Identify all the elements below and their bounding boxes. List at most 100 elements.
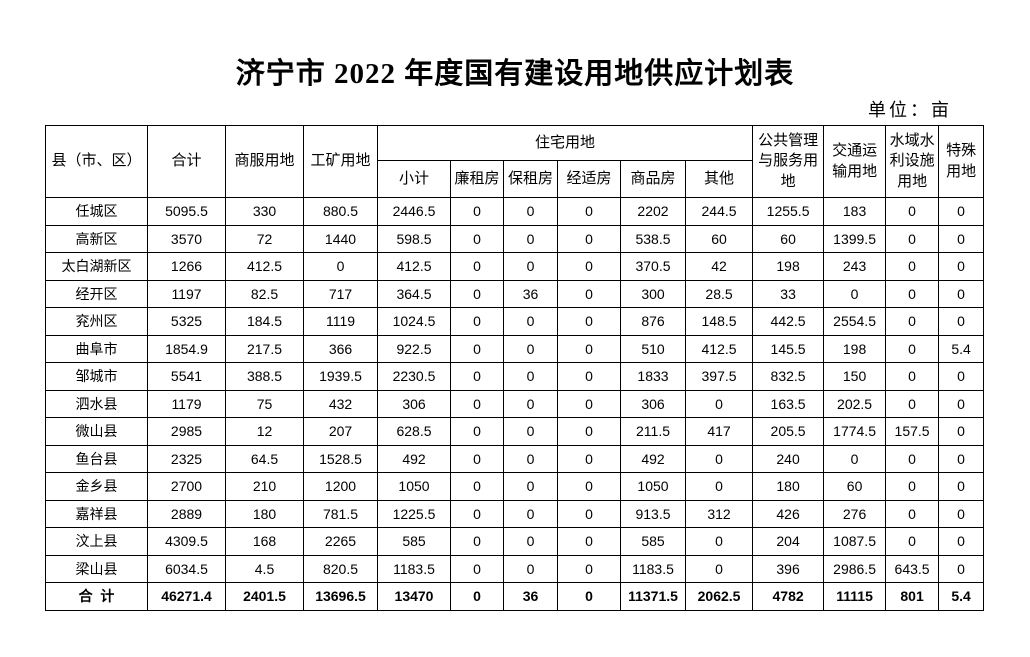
cell: 1119 bbox=[303, 307, 378, 336]
cell: 梁山县 bbox=[45, 554, 148, 583]
cell: 412.5 bbox=[225, 252, 304, 281]
cell: 880.5 bbox=[303, 197, 378, 226]
cell: 157.5 bbox=[885, 417, 940, 446]
cell: 13470 bbox=[377, 582, 451, 611]
cell: 217.5 bbox=[225, 334, 304, 363]
cell: 0 bbox=[450, 307, 504, 336]
cell: 0 bbox=[885, 279, 940, 308]
header-cell: 合计 bbox=[147, 125, 226, 198]
cell: 1050 bbox=[620, 472, 686, 501]
header-cell: 特殊用地 bbox=[938, 125, 985, 198]
data-row: 太白湖新区 1266 412.5 0 412.5 0 0 0 370.5 42 198 243 0 0 bbox=[45, 252, 985, 281]
cell: 0 bbox=[503, 197, 558, 226]
cell: 492 bbox=[377, 444, 451, 473]
data-row: 金乡县 2700 210 1200 1050 0 0 0 1050 0 180 60 0 0 bbox=[45, 472, 985, 501]
cell: 366 bbox=[303, 334, 378, 363]
cell: 1050 bbox=[377, 472, 451, 501]
cell: 75 bbox=[225, 389, 304, 418]
land-supply-table: 县（市、区） 合计 商服用地 工矿用地 住宅用地 公共管理与服务用地 交通运输用… bbox=[45, 125, 985, 611]
cell: 36 bbox=[503, 279, 558, 308]
cell: 1197 bbox=[147, 279, 226, 308]
cell: 5325 bbox=[147, 307, 226, 336]
cell: 11371.5 bbox=[620, 582, 686, 611]
cell: 4309.5 bbox=[147, 527, 226, 556]
cell: 240 bbox=[752, 444, 825, 473]
cell: 0 bbox=[885, 334, 940, 363]
cell: 1854.9 bbox=[147, 334, 226, 363]
cell: 801 bbox=[885, 582, 940, 611]
cell: 312 bbox=[684, 499, 754, 528]
cell: 0 bbox=[303, 252, 378, 281]
cell: 0 bbox=[557, 444, 621, 473]
cell: 合 计 bbox=[45, 582, 148, 611]
cell: 0 bbox=[885, 499, 940, 528]
cell: 0 bbox=[557, 389, 621, 418]
header-row: 小计 廉租房 保租房 经适房 商品房 其他 bbox=[46, 160, 984, 198]
cell: 922.5 bbox=[377, 334, 451, 363]
cell: 2985 bbox=[147, 417, 226, 446]
cell: 0 bbox=[503, 252, 558, 281]
cell: 60 bbox=[823, 472, 887, 501]
cell: 1179 bbox=[147, 389, 226, 418]
cell: 金乡县 bbox=[45, 472, 148, 501]
cell: 5095.5 bbox=[147, 197, 226, 226]
cell: 163.5 bbox=[752, 389, 825, 418]
cell: 33 bbox=[752, 279, 825, 308]
cell: 6034.5 bbox=[147, 554, 226, 583]
cell: 145.5 bbox=[752, 334, 825, 363]
cell: 1440 bbox=[303, 224, 378, 253]
cell: 2062.5 bbox=[684, 582, 754, 611]
cell: 60 bbox=[752, 224, 825, 253]
cell: 0 bbox=[450, 389, 504, 418]
cell: 0 bbox=[885, 472, 940, 501]
data-row: 鱼台县 2325 64.5 1528.5 492 0 0 0 492 0 240 0 0 0 bbox=[45, 444, 985, 473]
cell: 0 bbox=[450, 279, 504, 308]
cell: 1024.5 bbox=[377, 307, 451, 336]
header-cell: 县（市、区） bbox=[45, 125, 148, 198]
cell: 0 bbox=[938, 444, 985, 473]
cell: 781.5 bbox=[303, 499, 378, 528]
cell: 0 bbox=[938, 554, 985, 583]
cell: 426 bbox=[752, 499, 825, 528]
cell: 0 bbox=[885, 307, 940, 336]
cell: 1200 bbox=[303, 472, 378, 501]
cell: 42 bbox=[684, 252, 754, 281]
cell: 276 bbox=[823, 499, 887, 528]
cell: 4782 bbox=[752, 582, 825, 611]
cell: 0 bbox=[885, 224, 940, 253]
cell: 0 bbox=[503, 417, 558, 446]
cell: 207 bbox=[303, 417, 378, 446]
cell: 0 bbox=[450, 582, 504, 611]
cell: 204 bbox=[752, 527, 825, 556]
cell: 0 bbox=[557, 279, 621, 308]
cell: 211.5 bbox=[620, 417, 686, 446]
cell: 243 bbox=[823, 252, 887, 281]
cell: 鱼台县 bbox=[45, 444, 148, 473]
cell: 0 bbox=[450, 252, 504, 281]
cell: 1399.5 bbox=[823, 224, 887, 253]
cell: 510 bbox=[620, 334, 686, 363]
cell: 300 bbox=[620, 279, 686, 308]
cell: 5.4 bbox=[938, 582, 985, 611]
cell: 0 bbox=[684, 472, 754, 501]
header-cell: 其他 bbox=[684, 160, 754, 198]
cell: 0 bbox=[885, 389, 940, 418]
cell: 0 bbox=[450, 362, 504, 391]
unit-label: 单位：亩 bbox=[868, 100, 952, 120]
cell: 0 bbox=[557, 224, 621, 253]
cell: 0 bbox=[450, 197, 504, 226]
cell: 兖州区 bbox=[45, 307, 148, 336]
cell: 曲阜市 bbox=[45, 334, 148, 363]
cell: 832.5 bbox=[752, 362, 825, 391]
cell: 0 bbox=[557, 334, 621, 363]
cell: 876 bbox=[620, 307, 686, 336]
header-cell: 经适房 bbox=[557, 160, 621, 198]
cell: 598.5 bbox=[377, 224, 451, 253]
cell: 442.5 bbox=[752, 307, 825, 336]
cell: 0 bbox=[503, 224, 558, 253]
cell: 1183.5 bbox=[377, 554, 451, 583]
data-row: 汶上县 4309.5 168 2265 585 0 0 0 585 0 204 1087.5 0 0 bbox=[45, 527, 985, 556]
data-row: 任城区 5095.5 330 880.5 2446.5 0 0 0 2202 244.5 1255.… bbox=[45, 197, 985, 226]
cell: 0 bbox=[503, 472, 558, 501]
